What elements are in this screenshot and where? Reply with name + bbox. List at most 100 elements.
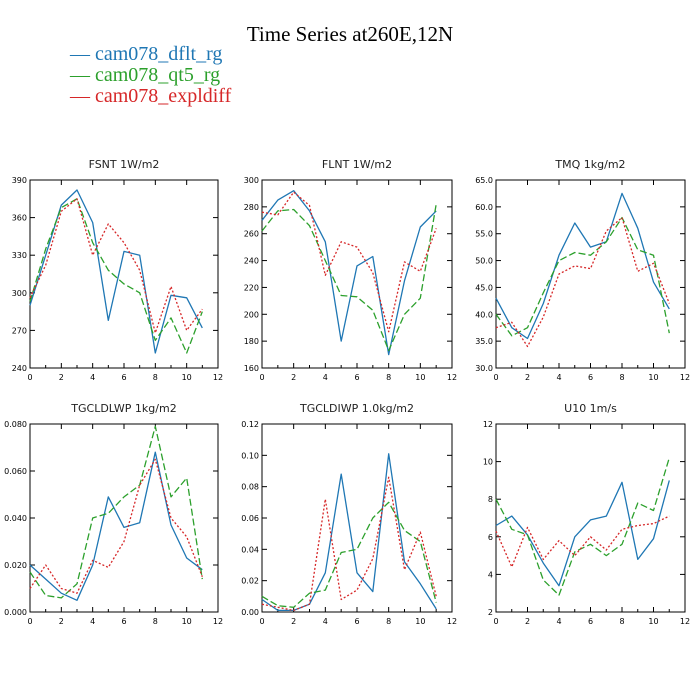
legend: — cam078_dflt_rg — cam078_qt5_rg — cam07… (70, 44, 231, 107)
chart-3-xtick-label: 6 (121, 617, 126, 626)
chart-1-ytick-label: 260 (244, 230, 259, 239)
chart-3-ytick-label: 0.020 (4, 561, 27, 570)
chart-0-ytick-label: 360 (12, 214, 27, 223)
chart-5-title: U10 1m/s (564, 402, 617, 415)
chart-1-xtick-label: 4 (323, 373, 328, 382)
chart-5-xtick-label: 2 (525, 617, 530, 626)
chart-5-frame (495, 423, 686, 613)
chart-3-ytick-label: 0.080 (4, 420, 27, 429)
chart-4-xtick-label: 6 (354, 617, 359, 626)
chart-1-xtick-label: 8 (386, 373, 391, 382)
chart-2-ytick-label: 45.0 (475, 283, 493, 292)
chart-2-ytick-label: 30.0 (475, 364, 493, 373)
legend-entry-expldiff: — cam078_expldiff (70, 86, 231, 107)
legend-entry-dflt: — cam078_dflt_rg (70, 44, 231, 65)
chart-0-ytick-label: 390 (12, 176, 27, 185)
chart-5-xtick-label: 4 (556, 617, 561, 626)
chart-4-xtick-label: 8 (386, 617, 391, 626)
chart-3-ytick-label: 0.040 (4, 514, 27, 523)
chart-1-ytick-label: 200 (244, 310, 259, 319)
chart-2-xtick-label: 4 (556, 373, 561, 382)
chart-2-ytick-label: 50.0 (475, 257, 493, 266)
chart-0-xtick-label: 0 (27, 373, 32, 382)
chart-1-ytick-label: 160 (244, 364, 259, 373)
chart-0-xtick-label: 8 (153, 373, 158, 382)
chart-4-xtick-label: 2 (291, 617, 296, 626)
chart-4-xtick-label: 12 (447, 617, 457, 626)
chart-3-frame (29, 423, 219, 613)
chart-4-ytick-label: 0.08 (241, 483, 259, 492)
chart-0-ytick-label: 240 (12, 364, 27, 373)
chart-1-xtick-label: 0 (259, 373, 264, 382)
chart-5-ytick-label: 8 (488, 495, 493, 504)
chart-5-xtick-label: 6 (588, 617, 593, 626)
chart-4-series-cam078_dflt_rg (261, 453, 437, 612)
chart-5-ytick-label: 4 (488, 570, 493, 579)
chart-3-xtick-label: 8 (153, 617, 158, 626)
chart-3-title: TGCLDLWP 1kg/m2 (70, 402, 176, 415)
chart-5-ytick-label: 10 (483, 458, 493, 467)
chart-1-frame (261, 179, 453, 369)
chart-3-ytick-label: 0.060 (4, 467, 27, 476)
chart-2-xtick-label: 2 (525, 373, 530, 382)
chart-1-title: FLNT 1W/m2 (322, 158, 392, 171)
chart-4-ytick-label: 0.04 (241, 545, 259, 554)
chart-3-series-cam078_dflt_rg (29, 451, 203, 601)
chart-4-series-cam078_expldiff (261, 476, 437, 612)
chart-5-xtick-label: 12 (680, 617, 690, 626)
chart-1-series-cam078_dflt_rg (261, 190, 437, 356)
chart-0-ytick-label: 330 (12, 251, 27, 260)
page-title: Time Series at260E,12N (246, 22, 454, 46)
chart-3-xtick-label: 10 (182, 617, 192, 626)
chart-5-series-cam078_dflt_rg (495, 480, 670, 587)
chart-4-ytick-label: 0.10 (241, 451, 259, 460)
chart-5-ytick-label: 12 (483, 420, 493, 429)
chart-0-series-cam078_expldiff (29, 198, 203, 334)
chart-5-ytick-label: 6 (488, 533, 493, 542)
chart-0-series-cam078_qt5_rg (29, 198, 203, 354)
chart-5-series-cam078_qt5_rg (495, 457, 670, 596)
chart-4-xtick-label: 0 (259, 617, 264, 626)
chart-3-xtick-label: 2 (59, 617, 64, 626)
chart-1-series-cam078_qt5_rg (261, 204, 437, 352)
chart-5-series-cam078_expldiff (495, 515, 670, 568)
chart-2-xtick-label: 8 (619, 373, 624, 382)
chart-0-xtick-label: 6 (121, 373, 126, 382)
chart-1-series-cam078_expldiff (261, 191, 437, 333)
chart-1-xtick-label: 12 (447, 373, 457, 382)
chart-4-series-cam078_qt5_rg (261, 501, 437, 608)
legend-label-expldiff: — cam078_expldiff (70, 85, 232, 107)
chart-3-xtick-label: 12 (213, 617, 223, 626)
chart-4-xtick-label: 4 (323, 617, 328, 626)
chart-5-ytick-label: 2 (488, 608, 493, 617)
chart-4-ytick-label: 0.00 (241, 608, 259, 617)
legend-entry-qt5: — cam078_qt5_rg (70, 65, 231, 86)
chart-1-xtick-label: 10 (415, 373, 425, 382)
chart-2-ytick-label: 65.0 (475, 176, 493, 185)
chart-3-series-cam078_expldiff (29, 458, 203, 594)
chart-2-title: TMQ 1kg/m2 (554, 158, 625, 171)
chart-2-xtick-label: 0 (493, 373, 498, 382)
chart-0-xtick-label: 4 (90, 373, 95, 382)
chart-0-xtick-label: 10 (182, 373, 192, 382)
chart-1-ytick-label: 280 (244, 203, 259, 212)
chart-3-series-cam078_qt5_rg (29, 425, 203, 599)
chart-4-ytick-label: 0.02 (241, 577, 259, 586)
chart-2-xtick-label: 10 (648, 373, 658, 382)
chart-1-xtick-label: 6 (354, 373, 359, 382)
chart-2-series-cam078_expldiff (495, 216, 670, 348)
chart-2-series-cam078_dflt_rg (495, 192, 670, 340)
chart-4-title: TGCLDIWP 1.0kg/m2 (299, 402, 414, 415)
chart-0-ytick-label: 270 (12, 326, 27, 335)
chart-0-xtick-label: 2 (59, 373, 64, 382)
chart-2-series-cam078_qt5_rg (495, 216, 670, 337)
chart-5-xtick-label: 0 (493, 617, 498, 626)
chart-2-ytick-label: 35.0 (475, 337, 493, 346)
chart-1-ytick-label: 220 (244, 283, 259, 292)
chart-1-ytick-label: 180 (244, 337, 259, 346)
chart-0-ytick-label: 300 (12, 289, 27, 298)
chart-3-xtick-label: 0 (27, 617, 32, 626)
chart-3-xtick-label: 4 (90, 617, 95, 626)
chart-5-xtick-label: 10 (648, 617, 658, 626)
